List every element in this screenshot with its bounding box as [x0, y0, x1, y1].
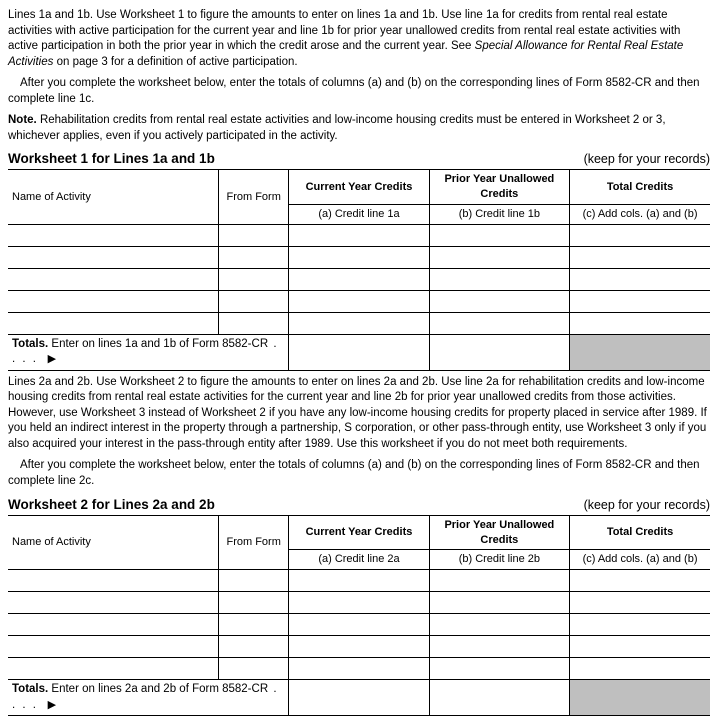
table-cell [289, 570, 429, 592]
table-cell [289, 290, 429, 312]
worksheet2-table: Name of Activity From Form Current Year … [8, 516, 710, 717]
table-cell [8, 614, 219, 636]
table-cell [289, 224, 429, 246]
table-cell [289, 658, 429, 680]
ws2-arrow-icon: ▶ [48, 699, 56, 711]
table-cell [429, 636, 569, 658]
table-cell [289, 680, 429, 716]
ws1-col-cy: Current Year Credits [289, 170, 429, 204]
worksheet1-table: Name of Activity From Form Current Year … [8, 170, 710, 371]
table-cell [429, 658, 569, 680]
table-cell [219, 614, 289, 636]
ws2-col-cy: Current Year Credits [289, 516, 429, 550]
section1-after: After you complete the worksheet below, … [8, 76, 710, 107]
table-cell [429, 614, 569, 636]
section1-intro: Lines 1a and 1b. Use Worksheet 1 to figu… [8, 8, 710, 70]
table-cell [219, 312, 289, 334]
table-cell [570, 592, 710, 614]
ws1-sub-c: (c) Add cols. (a) and (b) [570, 205, 710, 225]
table-cell [429, 570, 569, 592]
table-cell [8, 592, 219, 614]
worksheet2-keep: (keep for your records) [584, 497, 710, 514]
section1-intro-tail: on page 3 for a definition of active par… [57, 56, 298, 68]
ws2-totals-label: Totals. [12, 683, 48, 695]
ws1-from-header: From Form [219, 170, 289, 224]
table-cell [219, 658, 289, 680]
table-cell [429, 334, 569, 370]
ws2-sub-c: (c) Add cols. (a) and (b) [570, 550, 710, 570]
table-cell [219, 224, 289, 246]
table-cell [8, 658, 219, 680]
table-cell [570, 268, 710, 290]
table-cell [8, 636, 219, 658]
table-cell [289, 312, 429, 334]
table-cell [219, 570, 289, 592]
table-cell [289, 592, 429, 614]
ws2-from-header: From Form [219, 516, 289, 570]
table-cell [8, 312, 219, 334]
table-cell [570, 312, 710, 334]
table-cell [289, 246, 429, 268]
table-cell [289, 614, 429, 636]
table-cell [8, 224, 219, 246]
table-cell [289, 268, 429, 290]
table-cell [570, 636, 710, 658]
ws1-col-py: Prior Year Unallowed Credits [429, 170, 569, 204]
ws2-greyed-cell [570, 680, 710, 716]
table-cell [429, 680, 569, 716]
ws1-totals-cell: Totals. Enter on lines 1a and 1b of Form… [8, 334, 289, 370]
worksheet1-header: Worksheet 1 for Lines 1a and 1b (keep fo… [8, 150, 710, 170]
table-cell [429, 224, 569, 246]
table-cell [8, 570, 219, 592]
ws2-col-py: Prior Year Unallowed Credits [429, 516, 569, 550]
ws1-col-tot: Total Credits [570, 170, 710, 204]
table-cell [289, 636, 429, 658]
section1-note-label: Note. [8, 114, 37, 126]
worksheet2-header: Worksheet 2 for Lines 2a and 2b (keep fo… [8, 496, 710, 516]
ws2-col-tot: Total Credits [570, 516, 710, 550]
ws1-sub-b: (b) Credit line 1b [429, 205, 569, 225]
table-cell [8, 246, 219, 268]
section1-note-text: Rehabilitation credits from rental real … [8, 114, 666, 142]
ws2-totals-cell: Totals. Enter on lines 2a and 2b of Form… [8, 680, 289, 716]
ws1-sub-a: (a) Credit line 1a [289, 205, 429, 225]
section2-intro: Lines 2a and 2b. Use Worksheet 2 to figu… [8, 375, 710, 453]
ws1-name-header: Name of Activity [8, 170, 219, 224]
table-cell [429, 268, 569, 290]
table-cell [289, 334, 429, 370]
ws1-arrow-icon: ▶ [48, 353, 56, 365]
table-cell [570, 614, 710, 636]
table-cell [8, 268, 219, 290]
ws2-sub-b: (b) Credit line 2b [429, 550, 569, 570]
worksheet1-title: Worksheet 1 for Lines 1a and 1b [8, 150, 215, 168]
ws1-totals-label: Totals. [12, 338, 48, 350]
ws1-greyed-cell [570, 334, 710, 370]
table-cell [8, 290, 219, 312]
table-cell [570, 570, 710, 592]
table-cell [429, 290, 569, 312]
table-cell [219, 636, 289, 658]
table-cell [219, 290, 289, 312]
table-cell [219, 592, 289, 614]
ws2-name-header: Name of Activity [8, 516, 219, 570]
table-cell [429, 592, 569, 614]
table-cell [570, 658, 710, 680]
ws2-sub-a: (a) Credit line 2a [289, 550, 429, 570]
table-cell [570, 246, 710, 268]
table-cell [570, 224, 710, 246]
table-cell [570, 290, 710, 312]
table-cell [219, 246, 289, 268]
table-cell [219, 268, 289, 290]
table-cell [429, 246, 569, 268]
section1-note: Note. Rehabilitation credits from rental… [8, 113, 710, 144]
worksheet1-keep: (keep for your records) [584, 151, 710, 168]
worksheet2-title: Worksheet 2 for Lines 2a and 2b [8, 496, 215, 514]
table-cell [429, 312, 569, 334]
section2-after: After you complete the worksheet below, … [8, 458, 710, 489]
